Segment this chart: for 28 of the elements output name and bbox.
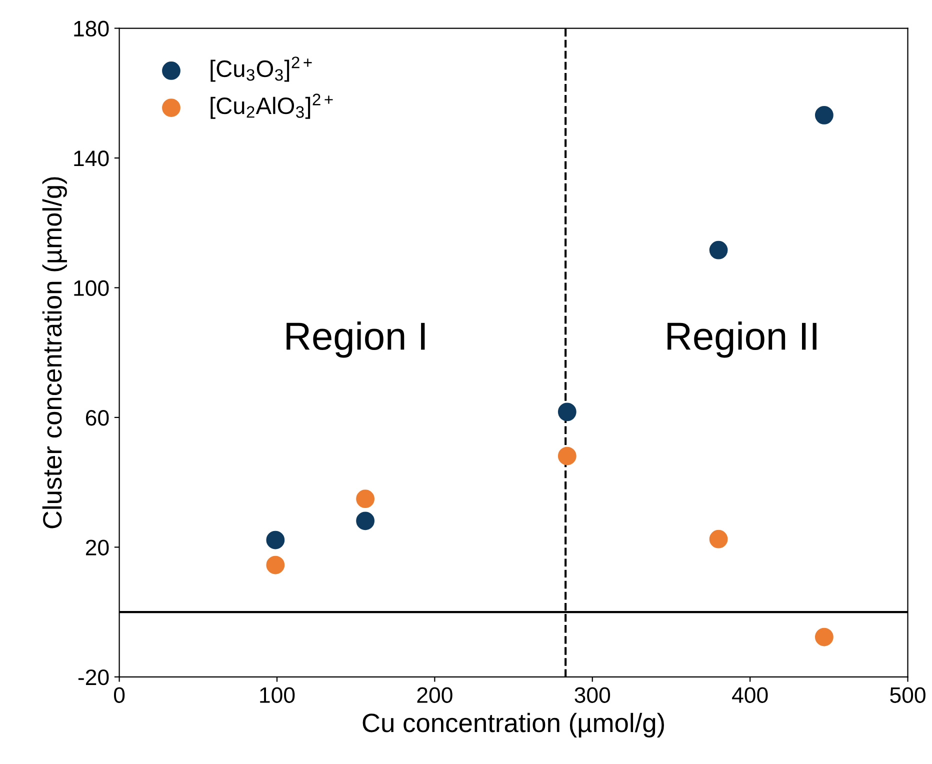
y-tick-label: -20	[78, 669, 109, 686]
legend-label: [Cu$_{2}$AlO$_{3}$]$^{2+}$	[210, 94, 333, 119]
x-tick-label: 300	[574, 687, 610, 703]
y-tick-label: 100	[74, 280, 109, 296]
x-tick-label: 200	[417, 687, 452, 703]
x-tick-label: 100	[260, 687, 295, 703]
y-tick-label: 180	[74, 20, 109, 37]
point	[709, 240, 728, 260]
point	[356, 490, 374, 508]
x-tick-label: 500	[890, 687, 926, 703]
point	[558, 402, 576, 422]
x-tick-label: 0	[114, 687, 125, 703]
y-tick-label: 140	[74, 150, 109, 166]
point	[356, 512, 374, 530]
point	[814, 106, 834, 124]
x-tick-label: 400	[732, 687, 768, 703]
y-tick-label: 20	[86, 540, 109, 556]
x-axis-title: Cu concentration (µmol/g)	[362, 712, 664, 738]
y-axis-title: Cluster concentration (µmol/g)	[42, 177, 67, 528]
point	[266, 556, 285, 574]
annotation: Region II	[668, 321, 816, 358]
annotation: Region I	[286, 321, 425, 358]
point	[814, 628, 834, 646]
y-tick-label: 60	[86, 410, 109, 426]
point	[266, 530, 285, 550]
point	[709, 530, 728, 548]
point	[558, 446, 576, 466]
legend-label: [Cu$_{3}$O$_{3}$]$^{2+}$	[210, 56, 312, 82]
